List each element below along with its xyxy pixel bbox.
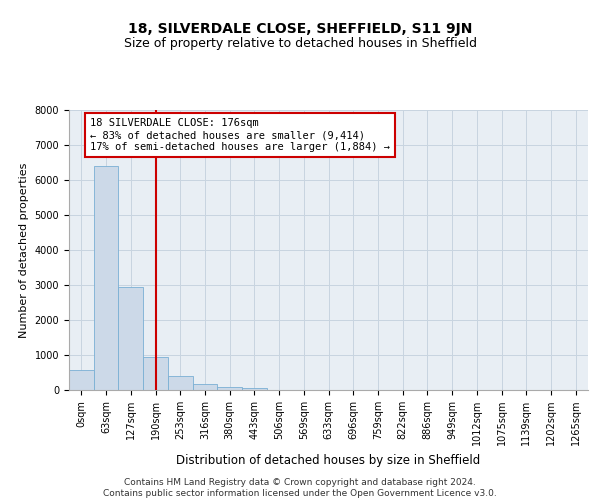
Bar — [193, 384, 217, 390]
Bar — [94, 166, 118, 390]
Bar — [168, 376, 193, 390]
Bar — [118, 287, 143, 390]
Bar — [69, 370, 94, 390]
Bar — [217, 386, 242, 390]
Text: 18, SILVERDALE CLOSE, SHEFFIELD, S11 9JN: 18, SILVERDALE CLOSE, SHEFFIELD, S11 9JN — [128, 22, 472, 36]
Text: 18 SILVERDALE CLOSE: 176sqm
← 83% of detached houses are smaller (9,414)
17% of : 18 SILVERDALE CLOSE: 176sqm ← 83% of det… — [90, 118, 390, 152]
Text: Contains HM Land Registry data © Crown copyright and database right 2024.
Contai: Contains HM Land Registry data © Crown c… — [103, 478, 497, 498]
Text: Size of property relative to detached houses in Sheffield: Size of property relative to detached ho… — [124, 38, 476, 51]
Bar — [143, 357, 168, 390]
X-axis label: Distribution of detached houses by size in Sheffield: Distribution of detached houses by size … — [176, 454, 481, 466]
Y-axis label: Number of detached properties: Number of detached properties — [19, 162, 29, 338]
Bar — [242, 388, 267, 390]
